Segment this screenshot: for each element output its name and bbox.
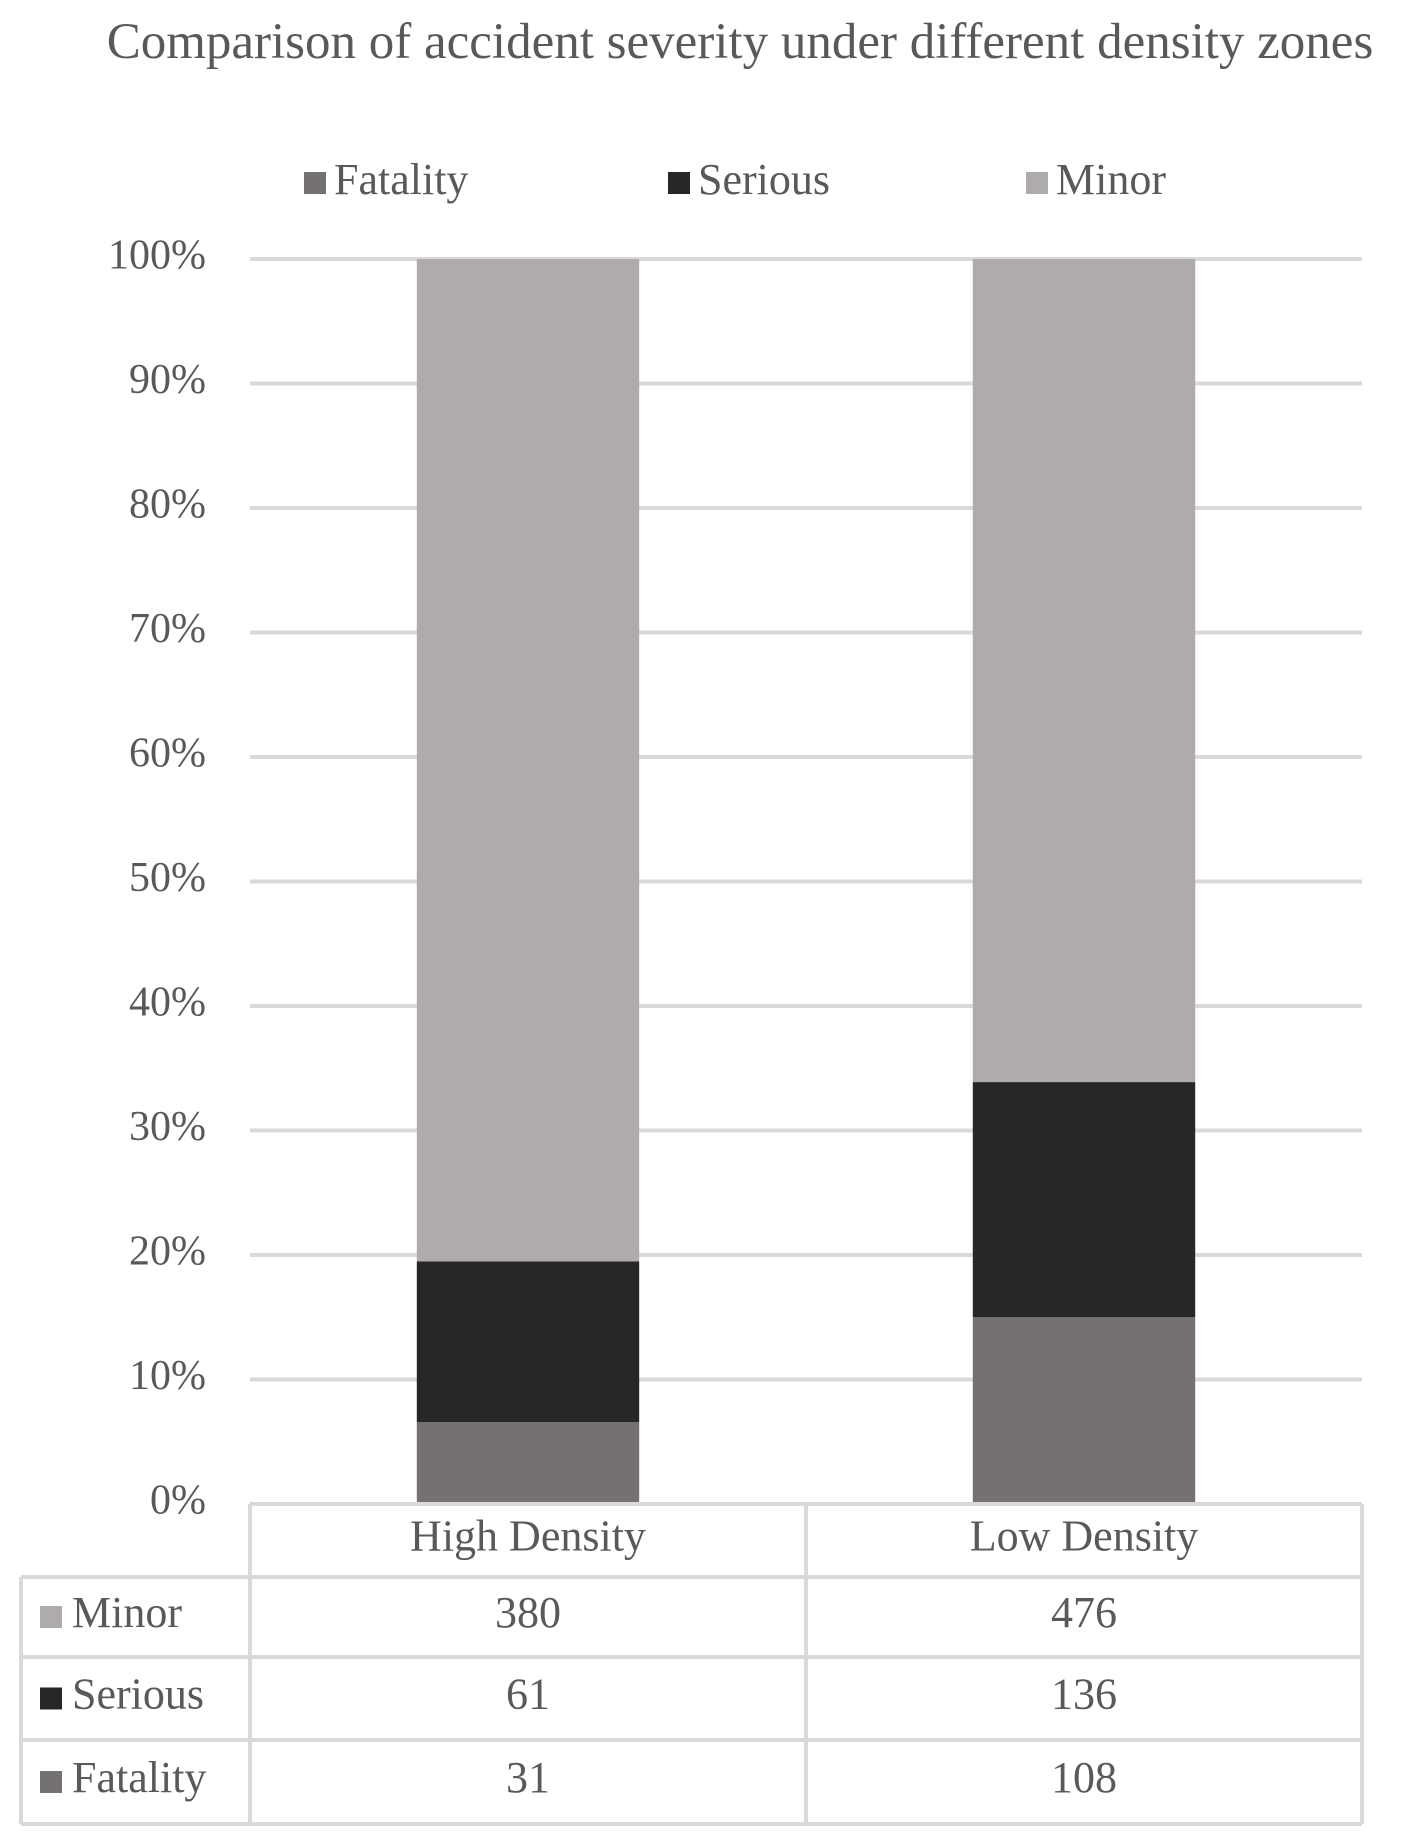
y-tick-label: 80% [129,482,206,528]
table-legend-key [40,1771,62,1793]
table-value: 476 [1051,1588,1117,1637]
legend-swatch [1026,172,1048,194]
y-tick-label: 70% [129,606,206,652]
table-value: 31 [506,1753,550,1802]
y-tick-label: 100% [108,233,206,279]
table-row-label: Minor [72,1588,182,1637]
y-tick-label: 10% [129,1353,206,1399]
table-legend-key [40,1687,62,1710]
table-header: Low Density [970,1512,1199,1561]
bar-segment [972,1317,1196,1504]
chart-title: Comparison of accident severity under di… [106,14,1374,70]
legend-label: Serious [698,155,830,204]
table-value: 136 [1051,1670,1117,1719]
bar-segment [416,1261,640,1423]
legend-label: Fatality [334,155,468,204]
legend-swatch [668,172,690,194]
table-row-label: Fatality [72,1753,206,1802]
y-tick-label: 20% [129,1229,206,1275]
table-row-label: Serious [72,1670,204,1719]
legend-label: Minor [1056,155,1166,204]
y-tick-label: 30% [129,1104,206,1150]
table-header: High Density [410,1512,646,1561]
table-legend-key [40,1606,62,1628]
bar-segment [972,1082,1196,1318]
y-tick-label: 90% [129,357,206,403]
y-tick-label: 0% [150,1478,206,1524]
bar-segment [416,259,640,1262]
bar-segment [416,1422,640,1504]
table-value: 108 [1051,1753,1117,1802]
y-tick-label: 50% [129,855,206,901]
legend-swatch [304,172,326,194]
table-value: 61 [506,1670,550,1719]
bar-segment [972,259,1196,1083]
y-tick-label: 60% [129,731,206,777]
table-value: 380 [495,1588,561,1637]
y-tick-label: 40% [129,980,206,1026]
